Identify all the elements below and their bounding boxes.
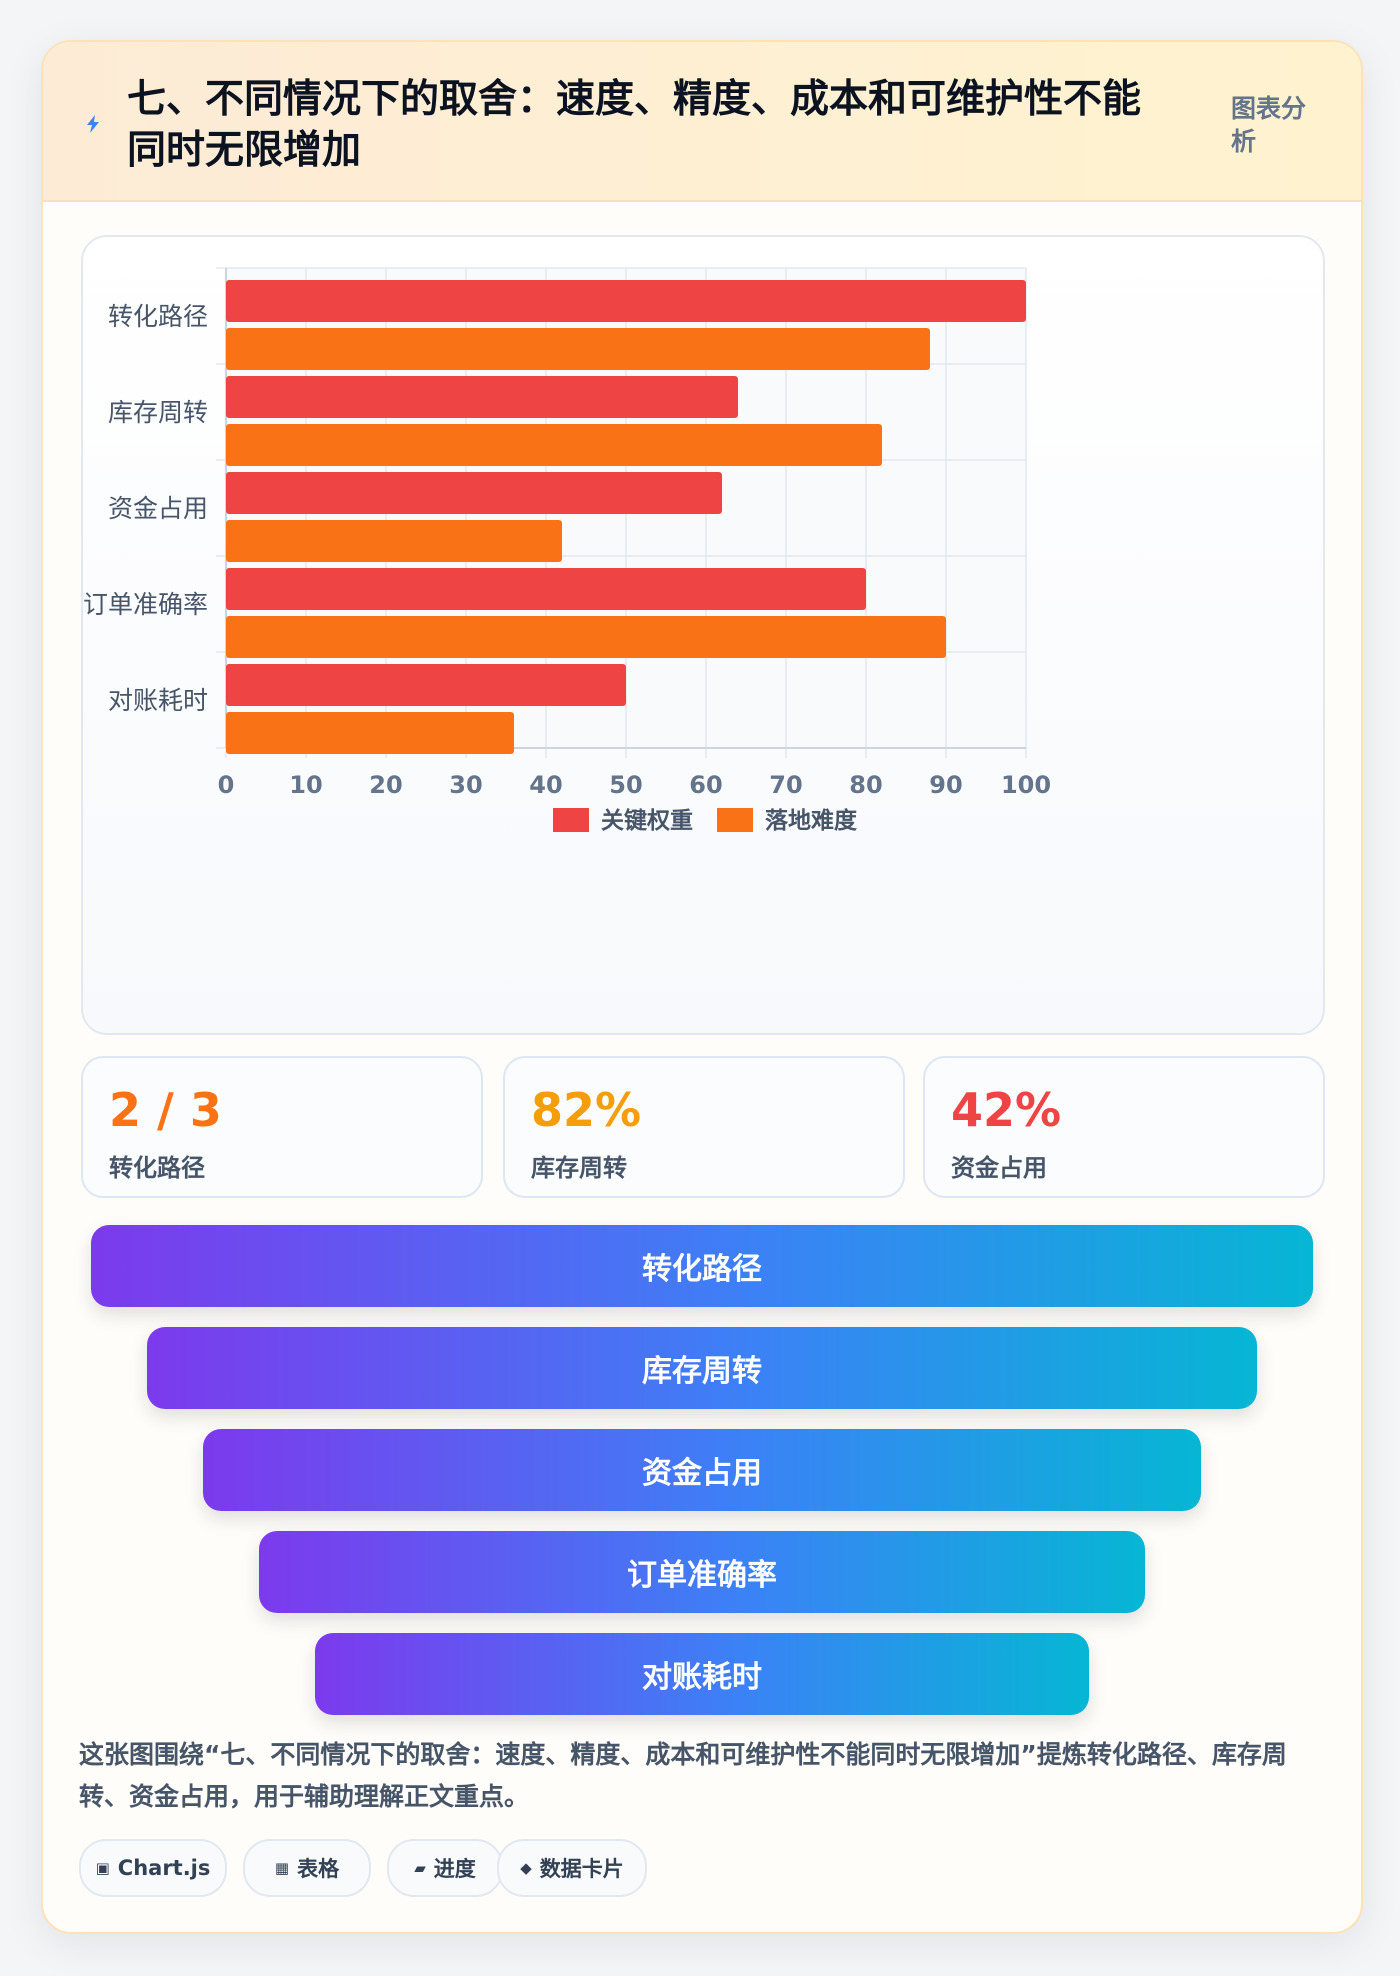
chart-icon: ▣ [95,1859,110,1877]
legend-label: 关键权重 [601,807,693,834]
legend-swatch [717,808,753,832]
x-tick-label: 80 [849,771,882,799]
progress-icon: ▰ [414,1859,426,1877]
bar-difficulty [226,328,930,370]
x-tick-label: 40 [529,771,562,799]
legend-label: 落地难度 [765,807,858,834]
chip-label: 进度 [433,1857,476,1881]
chip-label: 数据卡片 [539,1857,624,1881]
table-icon: ▦ [274,1859,290,1877]
y-tick-label: 订单准确率 [83,590,208,619]
page-title: 七、不同情况下的取舍：速度、精度、成本和可维护性不能同时无限增加 [127,77,1142,173]
x-tick-label: 100 [1001,771,1051,799]
chip-progress[interactable]: ▰ 进度 [387,1839,503,1897]
lightning-icon [87,115,99,133]
y-tick-label: 资金占用 [108,494,208,523]
funnel-step-4: 订单准确率 [259,1531,1145,1613]
stat-label: 转化路径 [109,1154,205,1182]
stat-value: 2 / 3 [109,1083,222,1137]
bar-difficulty [226,424,882,466]
bar-key-weight [226,568,866,610]
chip-label: 表格 [297,1857,340,1881]
stat-card-1: 2 / 3 转化路径 [81,1056,483,1198]
stat-card-3: 42% 资金占用 [923,1056,1325,1198]
x-tick-label: 60 [689,771,722,799]
chip-chartjs[interactable]: ▣ Chart.js [79,1839,227,1897]
bar-difficulty [226,520,562,562]
card-header: 七、不同情况下的取舍：速度、精度、成本和可维护性不能同时无限增加 图表分析 [43,42,1361,202]
x-tick-label: 90 [929,771,962,799]
funnel-step-2: 库存周转 [147,1327,1257,1409]
stat-card-2: 82% 库存周转 [503,1056,905,1198]
x-tick-label: 0 [218,771,235,799]
y-tick-label: 对账耗时 [108,686,208,715]
funnel-step-1: 转化路径 [91,1225,1313,1307]
x-tick-label: 20 [369,771,402,799]
x-tick-label: 10 [289,771,322,799]
chart-analysis-tag: 图表分析 [1231,94,1307,156]
bar-key-weight [226,280,1026,322]
chip-table[interactable]: ▦ 表格 [243,1839,371,1897]
stat-value: 82% [531,1083,642,1137]
funnel-step-5: 对账耗时 [315,1633,1089,1715]
bar-difficulty [226,616,946,658]
bar-key-weight [226,376,738,418]
chip-data-card[interactable]: ◆ 数据卡片 [497,1839,647,1897]
figure-card: 七、不同情况下的取舍：速度、精度、成本和可维护性不能同时无限增加 图表分析 转化… [41,40,1363,1934]
stat-label: 库存周转 [531,1154,627,1182]
x-tick-label: 70 [769,771,802,799]
y-tick-label: 转化路径 [108,302,208,331]
legend-swatch [553,808,589,832]
chart-description: 这张图围绕“七、不同情况下的取舍：速度、精度、成本和可维护性不能同时无限增加”提… [79,1740,1287,1811]
bar-difficulty [226,712,514,754]
stat-value: 42% [951,1083,1062,1137]
x-tick-label: 50 [609,771,642,799]
bar-key-weight [226,664,626,706]
bar-key-weight [226,472,722,514]
chip-label: Chart.js [117,1856,211,1880]
data-card-icon: ◆ [520,1859,532,1877]
x-tick-label: 30 [449,771,482,799]
funnel-step-3: 资金占用 [203,1429,1201,1511]
y-tick-label: 库存周转 [108,398,208,427]
chart-container: 转化路径库存周转资金占用订单准确率对账耗时 0 10 20 30 40 50 60 70 80 90… [81,235,1325,1035]
stat-label: 资金占用 [951,1154,1047,1182]
